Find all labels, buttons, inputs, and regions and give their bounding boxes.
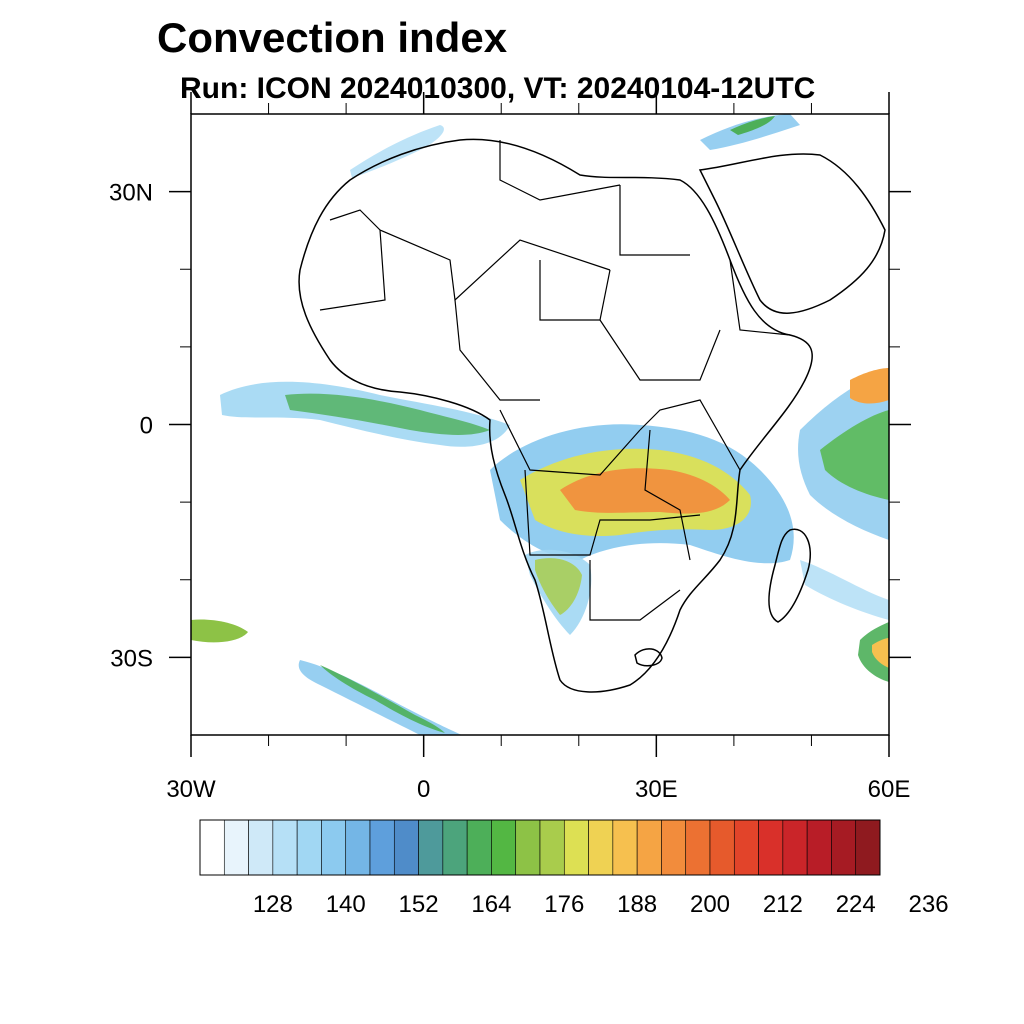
border-5: [599, 319, 721, 381]
convection-east-med-core: [730, 116, 775, 135]
convection-west-south-atlantic: [191, 619, 248, 643]
lat-label: 30N: [109, 180, 153, 207]
colorbar-swatch: [661, 819, 687, 876]
colorbar-swatch: [563, 819, 589, 876]
colorbar-label: 176: [544, 891, 584, 918]
coastlines: [298, 138, 886, 693]
colorbar-swatch: [321, 819, 347, 876]
map-axes: 30W 0 30E 60E 30N 0 30S: [109, 92, 911, 803]
map-frame: [190, 113, 890, 736]
colorbar-swatch: [466, 819, 492, 876]
colorbar-swatch: [442, 819, 468, 876]
colorbar-label: 200: [690, 891, 730, 918]
lesotho-outline: [634, 648, 663, 667]
convection-indian-ocean-orange: [850, 368, 889, 404]
colorbar-swatch: [199, 819, 225, 876]
convection-band-atlantic-core: [285, 393, 490, 435]
colorbar-swatch: [806, 819, 832, 876]
arabia-outline: [698, 153, 886, 314]
border-3: [619, 185, 690, 256]
map-subtitle: Run: ICON 2024010300, VT: 20240104-12UTC: [180, 72, 816, 105]
colorbar-swatch: [636, 819, 662, 876]
colorbar: 128 140 152 164 176 188 200 212 224 236: [199, 819, 949, 918]
colorbar-swatch: [296, 819, 322, 876]
convection-central-africa-core: [560, 468, 730, 514]
lon-label: 60E: [868, 776, 911, 803]
lat-label: 0: [140, 413, 153, 440]
lat-label: 30S: [110, 645, 153, 672]
madagascar-outline: [768, 528, 812, 623]
colorbar-frame: [199, 819, 881, 876]
lon-label: 0: [417, 776, 430, 803]
colorbar-swatch: [758, 819, 784, 876]
colorbar-swatch: [345, 819, 371, 876]
border-10: [589, 560, 681, 621]
colorbar-swatch: [782, 819, 808, 876]
convection-field: [191, 114, 889, 735]
border-7: [499, 409, 641, 476]
colorbar-swatch: [369, 819, 395, 876]
colorbar-swatch: [685, 819, 711, 876]
colorbar-label: 236: [909, 891, 949, 918]
convection-south-atlantic-front-core: [320, 665, 445, 733]
border-1: [499, 140, 621, 201]
border-4: [539, 260, 611, 321]
border-13: [729, 259, 791, 336]
convection-madagascar-east: [800, 560, 889, 620]
colorbar-swatch: [272, 819, 298, 876]
colorbar-label: 152: [399, 891, 439, 918]
convection-se-coast-core: [872, 638, 889, 668]
colorbar-label: 164: [471, 891, 511, 918]
convection-mediterranean: [350, 125, 444, 178]
colorbar-swatch: [709, 819, 735, 876]
colorbar-swatch: [831, 819, 857, 876]
colorbar-swatch: [539, 819, 565, 876]
colorbar-swatch: [223, 819, 249, 876]
colorbar-label: 128: [253, 891, 293, 918]
lon-label: 30E: [635, 776, 678, 803]
colorbar-swatch: [588, 819, 614, 876]
colorbar-swatch: [248, 819, 274, 876]
border-12: [319, 209, 386, 311]
africa-outline: [298, 138, 813, 693]
map-title: Convection index: [157, 14, 508, 61]
border-2: [379, 229, 611, 302]
colorbar-swatch: [515, 819, 541, 876]
colorbar-swatch: [491, 819, 517, 876]
colorbar-swatch: [393, 819, 419, 876]
colorbar-swatch: [733, 819, 759, 876]
colorbar-label: 188: [617, 891, 657, 918]
country-borders: [319, 140, 791, 621]
convection-indian-ocean-core: [820, 410, 889, 500]
colorbar-label: 140: [326, 891, 366, 918]
convection-namibia-core: [535, 558, 582, 615]
border-9: [524, 469, 701, 556]
colorbar-swatch: [612, 819, 638, 876]
colorbar-swatch: [855, 819, 881, 876]
border-6: [454, 299, 540, 401]
convection-middle-east: [700, 114, 800, 150]
border-11: [644, 429, 691, 561]
colorbar-label: 212: [763, 891, 803, 918]
colorbar-swatch: [418, 819, 444, 876]
border-8: [639, 399, 741, 471]
colorbar-label: 224: [836, 891, 876, 918]
lon-label: 30W: [166, 776, 216, 803]
